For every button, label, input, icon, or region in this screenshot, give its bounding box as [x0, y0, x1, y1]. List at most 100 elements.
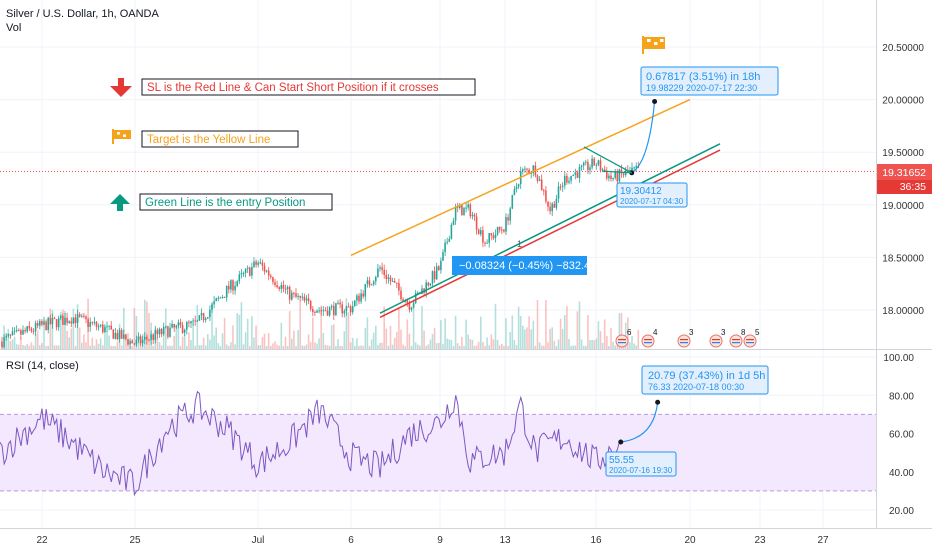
volume-bar — [343, 331, 346, 349]
volume-bar — [435, 343, 438, 349]
candle-body — [362, 293, 364, 297]
symbol-title: Silver / U.S. Dollar, 1h, OANDA — [6, 8, 159, 20]
sl-annotation[interactable]: SL is the Red Line & Can Start Short Pos… — [110, 78, 476, 97]
candle-body — [57, 318, 60, 328]
candle-body — [585, 161, 587, 163]
volume-bar — [234, 344, 236, 349]
volume-bar — [631, 336, 633, 349]
candle-body — [467, 204, 469, 208]
candle-body — [553, 203, 556, 208]
volume-bar — [496, 339, 499, 349]
volume-bar — [490, 334, 493, 349]
volume-bar — [102, 345, 104, 349]
candle-body — [154, 330, 157, 340]
candle-body — [335, 303, 337, 316]
candle-body — [635, 166, 637, 168]
volume-bar — [213, 335, 215, 349]
candle-body — [291, 292, 293, 300]
time-tick-label: Jul — [252, 535, 265, 546]
volume-bar — [85, 342, 87, 349]
event-marker: 5 — [743, 328, 760, 348]
target-annotation[interactable]: Target is the Yellow Line — [112, 129, 299, 148]
candle-body — [475, 216, 478, 230]
volume-bar — [263, 333, 266, 349]
candle-body — [204, 318, 207, 321]
volume-bar — [114, 345, 117, 349]
measure-down-label[interactable]: −0.08324 (−0.45%) −832.4 — [452, 256, 590, 275]
volume-bar — [162, 330, 165, 349]
volume-bar — [503, 345, 505, 349]
trend-lines[interactable] — [350, 98, 721, 319]
volume-bar — [482, 341, 484, 349]
candle-body — [389, 277, 392, 282]
measure-up-label[interactable]: 0.67817 (3.51%) in 18h 19.98229 2020-07-… — [640, 66, 779, 96]
price-tick-label: 20.50000 — [882, 43, 924, 54]
candle-body — [171, 323, 173, 328]
volume-bar — [160, 345, 163, 349]
candle-body — [614, 171, 616, 178]
volume-bar — [469, 339, 472, 349]
volume-bar — [135, 316, 138, 349]
rsi-low-label[interactable]: 55.55 2020-07-16 19:30 — [605, 451, 677, 477]
candle-body — [461, 204, 463, 216]
volume-bar — [475, 345, 478, 349]
volume-bar — [498, 345, 501, 349]
candle-body — [339, 302, 341, 305]
volume-bar — [471, 339, 474, 349]
drawings[interactable] — [583, 98, 661, 445]
volume-bar — [345, 298, 348, 349]
candle-body — [385, 274, 388, 279]
candle-body — [238, 274, 241, 282]
volume-bar — [246, 318, 249, 349]
candle-body — [72, 317, 75, 324]
candle-body — [601, 169, 604, 171]
volume-bar — [383, 306, 385, 349]
volume-bar — [236, 313, 238, 349]
volume-bar — [39, 345, 41, 349]
flag-stripe — [644, 342, 652, 344]
volume-bar — [589, 340, 591, 349]
volume-bar — [64, 311, 66, 349]
candle-body — [501, 229, 503, 231]
volume-bar — [543, 345, 545, 349]
entry-annotation[interactable]: Green Line is the entry Position — [110, 193, 333, 211]
volume-bar — [368, 346, 371, 349]
candle-body — [70, 321, 73, 324]
candle-body — [68, 321, 70, 323]
volume-bar — [618, 313, 621, 349]
candle-body — [299, 295, 301, 298]
candle-body — [152, 334, 154, 340]
volume-bar — [93, 345, 96, 349]
candle-body — [200, 313, 203, 316]
rsi-measure-label[interactable]: 20.79 (37.43%) in 1d 5h 76.33 2020-07-18… — [641, 365, 769, 395]
candle-body — [400, 290, 402, 300]
volume-bar — [253, 337, 255, 349]
rsi-tick-label: 100.00 — [883, 353, 914, 364]
measure-low-label[interactable]: 19.30412 2020-07-17 04:30 — [616, 182, 688, 208]
volume-bar — [30, 342, 33, 349]
flag-stripe — [618, 342, 626, 344]
volume-bar — [108, 335, 110, 349]
rsi-tick-label: 80.00 — [889, 391, 914, 402]
volume-bar — [337, 339, 339, 349]
volume-bar — [505, 318, 507, 349]
candle-body — [631, 167, 633, 171]
candle-body — [81, 315, 83, 317]
volume-bar — [580, 339, 583, 349]
volume-bar — [574, 345, 577, 349]
candle-body — [540, 179, 543, 191]
candle-body — [202, 313, 205, 321]
candle-body — [618, 169, 621, 182]
volume-bar — [15, 344, 18, 349]
axis-labels: 20.50000 20.00000 19.50000 19.00000 18.50000… — [36, 43, 924, 546]
candle-body — [215, 298, 217, 302]
measure-low-date: 2020-07-17 04:30 — [620, 197, 684, 206]
volume-bar — [328, 345, 331, 349]
candle-body — [257, 262, 259, 265]
time-tick-label: 16 — [590, 535, 602, 546]
candle-body — [454, 206, 457, 221]
candle-body — [452, 220, 455, 225]
time-tick-label: 25 — [129, 535, 141, 546]
